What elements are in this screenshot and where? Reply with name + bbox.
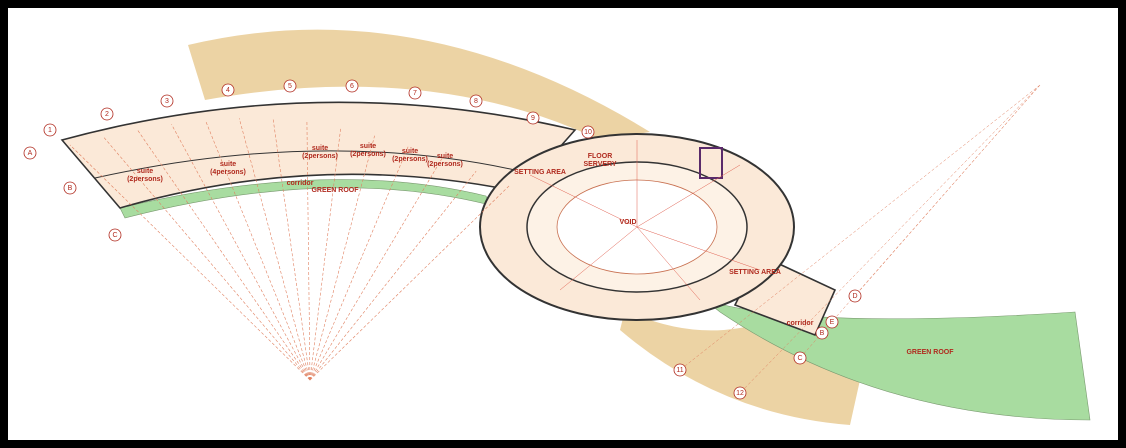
plan-label: VOID	[619, 219, 636, 226]
plan-label: SETTING AREA	[514, 169, 566, 176]
suite-detail: (2persons)	[127, 176, 163, 183]
grid-label: 11	[676, 367, 683, 374]
floor-plan: 123456789101112ABCDEBCVOIDGREEN ROOFGREE…	[0, 0, 1126, 448]
grid-label: 12	[736, 390, 744, 397]
grid-label: 2	[105, 111, 109, 118]
suite-title: suite	[437, 153, 453, 160]
plan-label: GREEN ROOF	[311, 187, 359, 194]
suite-title: suite	[220, 161, 236, 168]
grid-label: 5	[288, 83, 292, 90]
grid-label: D	[852, 293, 857, 300]
grid-label: 3	[165, 98, 169, 105]
suite-detail: (2persons)	[427, 161, 463, 168]
grid-label: 7	[413, 90, 417, 97]
suite-title: suite	[402, 148, 418, 155]
grid-label: B	[820, 330, 825, 337]
suite-detail: (2persons)	[392, 156, 428, 163]
plan-label: SETTING AREA	[729, 269, 781, 276]
plan-label: GREEN ROOF	[906, 349, 954, 356]
suite-detail: (2persons)	[350, 151, 386, 158]
grid-label: 6	[350, 83, 354, 90]
grid-label: B	[68, 185, 73, 192]
plan-label: corridor	[287, 180, 314, 187]
grid-label: 9	[531, 115, 535, 122]
suite-title: suite	[137, 168, 153, 175]
grid-label: C	[797, 355, 802, 362]
plan-label: corridor	[787, 320, 814, 327]
grid-label: 4	[226, 87, 230, 94]
grid-label: C	[112, 232, 117, 239]
suite-title: suite	[360, 143, 376, 150]
suite-detail: (2persons)	[302, 153, 338, 160]
plan-label: SERVERY	[583, 161, 616, 168]
grid-label: A	[28, 150, 33, 157]
grid-label: 10	[584, 129, 592, 136]
grid-label: E	[830, 319, 835, 326]
suite-detail: (4persons)	[210, 169, 246, 176]
plan-label: FLOOR	[588, 153, 613, 160]
suite-title: suite	[312, 145, 328, 152]
grid-label: 8	[474, 98, 478, 105]
grid-label: 1	[48, 127, 52, 134]
